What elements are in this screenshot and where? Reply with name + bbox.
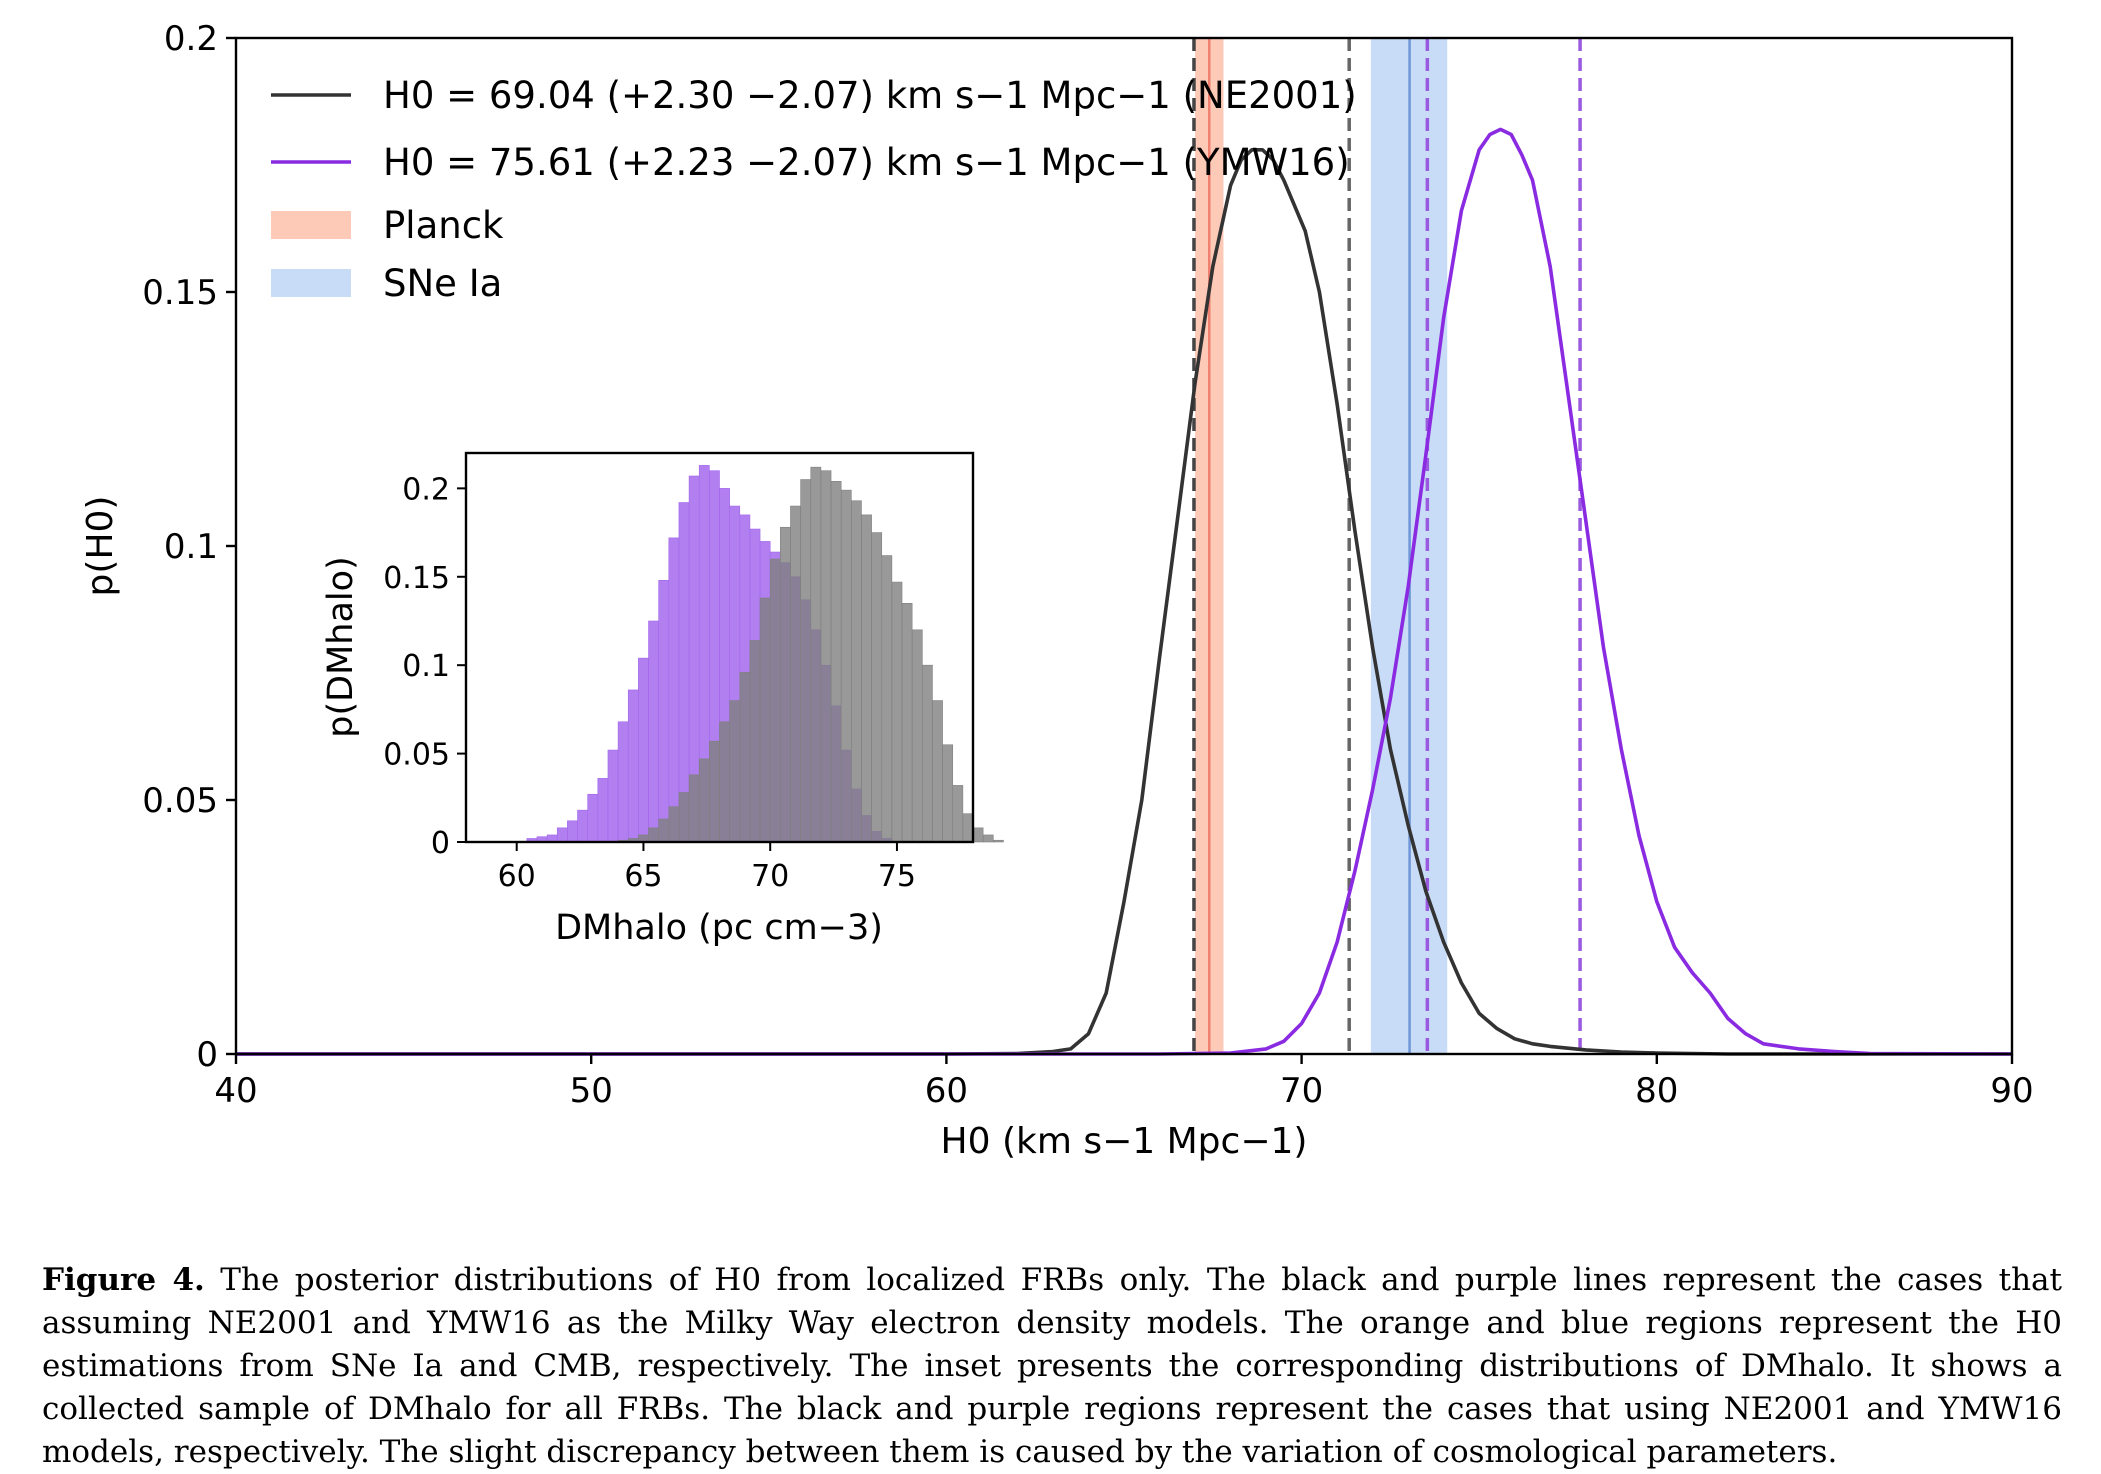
inset-bar — [719, 721, 730, 843]
inset-bar — [921, 664, 933, 843]
series-line-1 — [236, 127, 2013, 1056]
legend-label: SNe Ia — [383, 262, 502, 305]
x-tick-label: 90 — [1990, 1071, 2033, 1111]
x-tick-label: 80 — [1635, 1071, 1678, 1111]
inset-bar — [658, 580, 670, 843]
inset-y-tick-label: 0.2 — [402, 472, 450, 507]
legend-patch-swatch — [271, 211, 351, 239]
y-tick-label: 0.05 — [142, 781, 218, 821]
inset-bar — [617, 721, 629, 843]
inset-bar — [769, 558, 781, 843]
inset-bar — [942, 744, 954, 843]
inset-y-tick-label: 0.05 — [383, 738, 450, 773]
h0-posterior-figure: 0 0.05 0.1 0.15 0.2 40 50 60 70 80 90 H0 (km s−1 … — [80, 19, 2034, 1162]
inset-bar — [790, 505, 801, 843]
inset-y-tick-label: 0.15 — [383, 561, 450, 596]
inset-bar — [820, 470, 832, 843]
inset-bar — [952, 785, 964, 843]
inset-bar — [688, 774, 700, 843]
y-tick-label: 0.15 — [142, 273, 218, 313]
caption-text: The posterior distributions of H0 from l… — [42, 1262, 2062, 1470]
figure-caption: Figure 4. The posterior distributions of… — [42, 1259, 2062, 1474]
inset-bar — [861, 514, 872, 843]
inset-x-tick-label: 60 — [498, 859, 536, 894]
inset-bar — [932, 700, 943, 843]
series-line-0 — [236, 148, 2012, 1056]
inset-x-axis-label: DMhalo (pc cm−3) — [555, 908, 883, 948]
y-tick-label: 0.2 — [164, 19, 218, 59]
inset-bar — [658, 818, 670, 843]
y-tick-label: 0 — [196, 1035, 218, 1075]
legend-label: H0 = 69.04 (+2.30 −2.07) km s−1 Mpc−1 (N… — [383, 74, 1357, 117]
inset-bar — [729, 700, 741, 843]
legend-label: H0 = 75.61 (+2.23 −2.07) km s−1 Mpc−1 (Y… — [383, 141, 1350, 184]
inset-histogram — [526, 465, 1004, 843]
inset-bar — [698, 758, 710, 843]
inset-bar — [891, 581, 903, 843]
inset-y-tick-label: 0 — [431, 826, 450, 861]
x-tick-label: 40 — [214, 1071, 257, 1111]
inset-bar — [911, 629, 923, 843]
inset-x-tick-label: 65 — [624, 859, 662, 894]
main-series-lines — [236, 127, 2013, 1056]
inset-bar — [901, 602, 913, 843]
inset-bar — [567, 820, 578, 843]
inset-bar — [678, 792, 690, 843]
inset-bar — [709, 740, 720, 843]
inset-bar — [810, 466, 822, 843]
inset-bar — [830, 480, 842, 843]
inset-bar — [759, 597, 771, 843]
inset-bar — [881, 555, 893, 843]
inset-bar — [638, 657, 649, 843]
inset-bar — [992, 839, 1004, 843]
inset-bar — [668, 806, 680, 843]
y-tick-label: 0.1 — [164, 527, 218, 567]
inset-bar — [739, 671, 751, 843]
inset-x-tick-label: 75 — [878, 859, 916, 894]
inset-frame — [464, 451, 975, 844]
inset-y-axis: 0 0.05 0.1 0.15 0.2 — [383, 472, 466, 861]
caption-label: Figure 4. — [42, 1262, 205, 1298]
inset-x-tick-label: 70 — [751, 859, 789, 894]
inset-bar — [678, 502, 690, 843]
inset-bar — [972, 827, 984, 843]
inset-bar — [840, 489, 852, 843]
inset-bar — [749, 640, 761, 843]
inset-bar — [780, 526, 791, 843]
inset-bar — [627, 689, 639, 843]
inset-bar — [587, 793, 599, 843]
inset-y-tick-label: 0.1 — [402, 649, 450, 684]
inset-bar — [851, 500, 862, 843]
main-x-axis: 40 50 60 70 80 90 — [214, 1054, 2034, 1111]
inset-y-axis-label: p(DMhalo) — [321, 556, 361, 737]
inset-bar — [597, 778, 609, 843]
x-tick-label: 70 — [1280, 1071, 1323, 1111]
inset-bar — [607, 749, 619, 843]
inset-bar — [648, 620, 659, 843]
x-tick-label: 60 — [925, 1071, 968, 1111]
inset-bar — [668, 537, 680, 843]
main-y-axis-label: p(H0) — [80, 496, 121, 597]
main-x-axis-label: H0 (km s−1 Mpc−1) — [941, 1121, 1308, 1162]
legend: H0 = 69.04 (+2.30 −2.07) km s−1 Mpc−1 (N… — [271, 74, 1357, 305]
inset: 0 0.05 0.1 0.15 0.2 60 65 70 75 DMhalo (pc cm−3… — [321, 451, 1004, 948]
main-dashed-lines — [1192, 38, 1582, 1054]
main-bands — [1195, 38, 1448, 1054]
inset-bar — [648, 827, 659, 843]
legend-patch-swatch — [271, 269, 351, 297]
inset-bar — [871, 532, 883, 843]
inset-bar — [982, 834, 994, 843]
inset-bar — [577, 809, 588, 843]
main-y-axis: 0 0.05 0.1 0.15 0.2 — [142, 19, 236, 1075]
inset-bar — [962, 813, 974, 843]
inset-bar — [800, 479, 812, 843]
inset-bar — [556, 827, 568, 843]
legend-label: Planck — [383, 204, 504, 247]
x-tick-label: 50 — [570, 1071, 613, 1111]
inset-x-axis: 60 65 70 75 — [498, 842, 916, 894]
